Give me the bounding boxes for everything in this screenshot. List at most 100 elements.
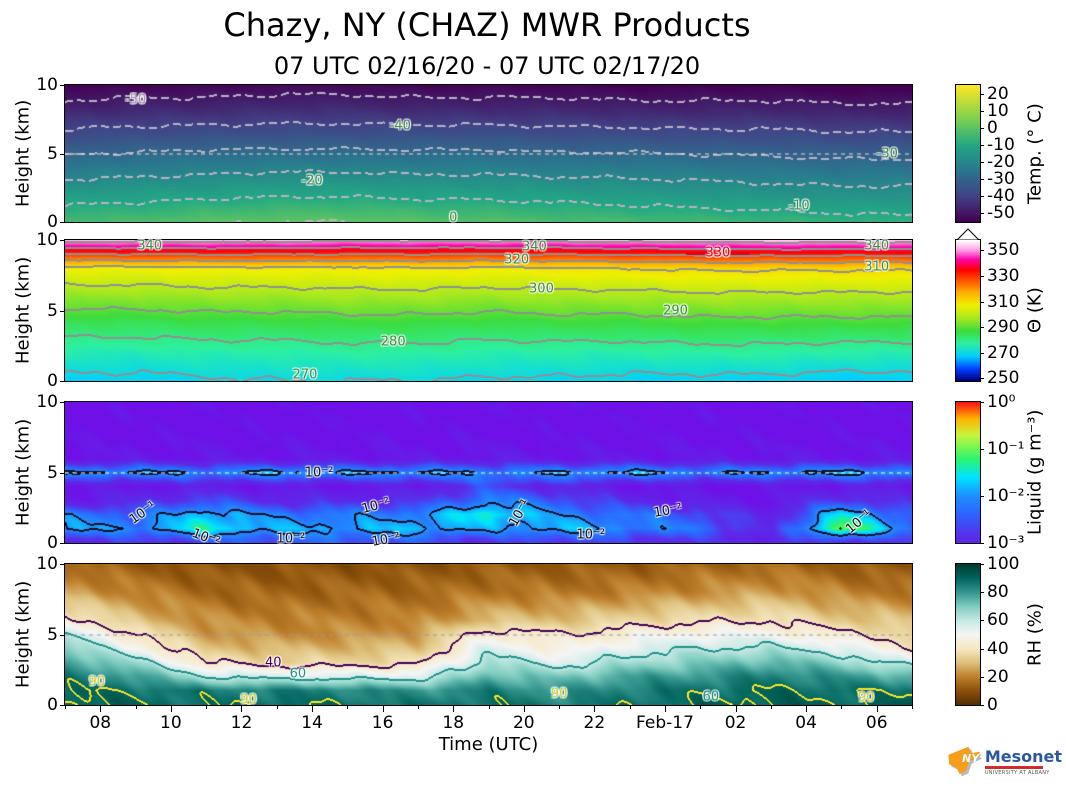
liquid-colorbar [955,401,981,544]
y-tick-mark [60,85,65,86]
x-tick-mark [876,706,878,712]
theta-colorbar-arrow [956,228,980,240]
colorbar-tick-label: -30 [987,169,1015,190]
colorbar-tick-mark [980,327,984,329]
x-tick-mark [276,706,278,709]
colorbar-tick-mark [980,301,984,303]
y-tick-label: 0 [47,371,58,391]
y-tick-mark [60,705,65,706]
colorbar-tick-label: 20 [987,666,1009,687]
colorbar-tick-label: 310 [987,291,1020,312]
y-axis-label: Height (km) [12,580,34,689]
theta-contour-label: 340 [864,238,890,254]
temperature-heatmap [65,85,912,222]
theta-contour-label: 340 [521,239,547,255]
x-tick-mark [135,706,137,709]
x-tick-label: 08 [89,713,112,733]
colorbar-tick-label: -10 [987,134,1015,155]
x-tick-mark [770,706,772,709]
temperature-contour-label: -40 [389,118,411,134]
nys-mesonet-logo: NYS Mesonet UNIVERSITY AT ALBANY [946,726,1062,798]
logo-red-bar [984,765,1043,769]
x-tick-label: 10 [160,713,182,733]
x-tick-mark [488,706,490,709]
x-tick-mark [523,706,525,712]
temperature-contour-label: -10 [788,198,810,214]
y-tick-label: 10 [36,75,58,95]
x-tick-label: 18 [442,713,465,733]
x-tick-mark [417,706,419,709]
theta-contour-label: 280 [380,334,406,350]
colorbar-tick-mark [980,592,984,594]
colorbar-tick-label: 270 [987,342,1020,363]
colorbar-tick-label: 10⁻² [987,486,1025,506]
colorbar-tick-mark [980,564,984,565]
y-tick-mark [60,564,65,565]
colorbar-tick-mark [980,352,984,354]
colorbar-tick-mark [980,196,984,198]
y-axis-label: Height (km) [12,99,34,208]
x-tick-mark [735,706,737,712]
colorbar-tick-mark [980,496,984,497]
x-axis-title: Time (UTC) [438,734,539,755]
figure-title: Chazy, NY (CHAZ) MWR Products [223,6,751,44]
x-tick-label: 02 [724,713,747,733]
figure-subtitle: 07 UTC 02/16/20 - 07 UTC 02/17/20 [273,52,701,80]
temperature-contour-label: 0 [449,210,458,226]
colorbar-tick-label: 250 [987,368,1020,389]
colorbar-tick-mark [980,402,984,403]
colorbar-tick-mark [980,179,984,181]
liquid-contour-label: 10⁻² [576,527,606,543]
colorbar-tick-label: 60 [987,610,1009,631]
colorbar-tick-label: -50 [987,203,1015,224]
rh-contour-label: 90 [550,686,568,702]
rh-panel: 90 40 60 90 60 90 90 [64,563,913,708]
y-tick-mark [60,402,65,403]
x-tick-label: 14 [301,713,323,733]
colorbar-tick-mark [980,250,984,252]
x-tick-label: 04 [795,713,817,733]
x-tick-mark [382,706,384,712]
colorbar-tick-label: 0 [987,117,998,138]
temperature-colorbar-title: Temp. (° C) [1024,103,1046,204]
liquid-contour-label: 10⁻² [276,531,306,547]
x-tick-mark [700,706,702,709]
colorbar-tick-label: 0 [987,695,998,715]
colorbar-tick-mark [980,705,984,706]
theta-heatmap [65,240,912,381]
x-tick-label: 16 [371,713,394,733]
theta-colorbar-title: Θ (K) [1024,287,1046,334]
y-tick-label: 0 [47,695,58,715]
x-tick-mark [841,706,843,709]
x-tick-mark [206,706,208,709]
x-tick-mark [170,706,172,712]
logo-name-text: Mesonet [984,746,1062,766]
colorbar-tick-label: 350 [987,240,1020,261]
logo-org-text: NYS [962,752,988,765]
rh-contour-label: 60 [702,689,720,705]
x-tick-mark [806,706,808,712]
colorbar-tick-mark [980,110,984,112]
x-tick-mark [65,706,66,709]
y-tick-label: 10 [36,392,58,412]
liquid-contour-label: 10⁻² [370,530,402,551]
colorbar-tick-label: 80 [987,582,1009,603]
rh-contour-label: 90 [240,692,257,708]
colorbar-tick-label: -40 [987,186,1015,207]
y-tick-mark [60,240,65,241]
rh-colorbar [955,563,981,706]
y-axis-label: Height (km) [12,418,34,527]
y-tick-label: 0 [47,533,58,553]
x-tick-mark [629,706,631,709]
theta-contour-label: 310 [864,259,890,275]
colorbar-tick-label: 10 [987,100,1009,121]
x-tick-label: 12 [230,713,253,733]
rh-contour-label: 40 [264,655,282,671]
colorbar-tick-label: 10⁻³ [987,533,1025,553]
x-tick-label: 06 [865,713,888,733]
y-tick-label: 5 [47,300,58,321]
x-tick-mark [241,706,243,712]
x-tick-label: 22 [583,713,606,733]
theta-contour-label: 300 [529,281,554,297]
